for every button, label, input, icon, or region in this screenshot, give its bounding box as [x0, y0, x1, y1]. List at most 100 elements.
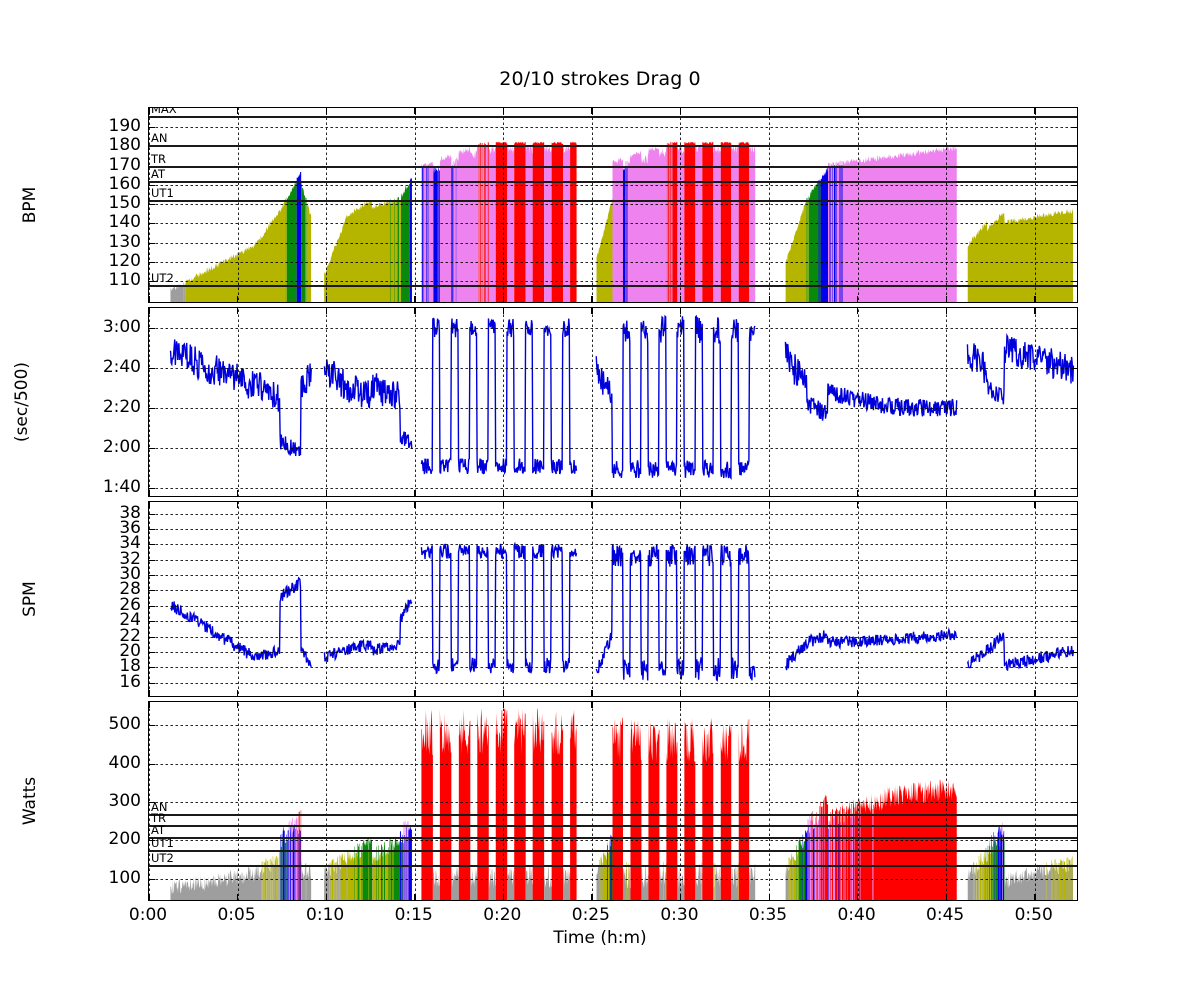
y-tick-label: 130 — [108, 231, 141, 252]
gridline-vertical — [149, 702, 150, 900]
x-tick-mark — [768, 108, 770, 114]
x-tick-mark — [945, 690, 947, 696]
gridline-horizontal — [149, 223, 1077, 224]
gridline-vertical — [326, 108, 328, 302]
gridline-vertical — [237, 308, 239, 496]
x-tick-mark — [149, 894, 150, 900]
x-tick-mark — [591, 296, 593, 302]
y-tick-label: 170 — [108, 154, 141, 175]
x-tick-mark — [945, 108, 947, 114]
y-tick-mark — [149, 447, 155, 449]
x-tick-label: 0:05 — [217, 905, 256, 925]
y-tick-label: 28 — [119, 579, 141, 600]
panel-watts-plot: AN TR AT UT1 UT2 — [149, 702, 1077, 900]
x-tick-mark — [237, 690, 239, 696]
x-tick-mark — [768, 296, 770, 302]
x-tick-mark — [857, 108, 859, 114]
y-axis-label-spm: SPM — [20, 581, 40, 617]
y-tick-mark — [1071, 559, 1077, 561]
zone-label-ut2: UT2 — [151, 271, 174, 285]
y-tick-mark — [1071, 222, 1077, 224]
x-tick-mark — [237, 894, 239, 900]
y-tick-mark — [1071, 543, 1077, 545]
x-tick-mark — [857, 296, 859, 302]
x-tick-mark — [945, 296, 947, 302]
y-tick-mark — [149, 528, 155, 530]
zone-label-an: AN — [151, 131, 168, 145]
y-tick-mark — [149, 184, 155, 186]
x-tick-mark — [1034, 308, 1036, 314]
x-tick-mark — [414, 894, 416, 900]
gridline-vertical — [769, 308, 770, 496]
x-tick-mark — [237, 490, 239, 496]
gridline-horizontal — [149, 368, 1077, 369]
zone-threshold-line-an — [149, 145, 1077, 147]
x-tick-mark — [1034, 894, 1036, 900]
gridline-vertical — [1034, 502, 1036, 696]
x-tick-mark — [502, 108, 505, 114]
y-tick-label: 2:20 — [102, 397, 141, 417]
x-tick-mark — [679, 490, 682, 496]
zone-threshold-line-at — [149, 837, 1077, 839]
zone-threshold-line-at — [149, 181, 1077, 183]
x-tick-mark — [679, 296, 682, 302]
y-tick-mark — [149, 327, 155, 329]
y-tick-mark — [1071, 620, 1077, 622]
zone-label-tr: TR — [151, 152, 167, 166]
zone-label-ut1: UT1 — [151, 836, 174, 850]
x-tick-label: 0:50 — [1014, 905, 1053, 925]
gridline-vertical — [503, 702, 505, 900]
gridline-vertical — [503, 502, 505, 696]
y-tick-mark — [1071, 651, 1077, 653]
gridline-vertical — [149, 108, 150, 302]
pace-line-series — [169, 314, 1075, 481]
x-tick-mark — [325, 894, 327, 900]
y-tick-mark — [1071, 487, 1077, 489]
gridline-vertical — [1034, 308, 1036, 496]
x-tick-mark — [591, 108, 593, 114]
x-tick-mark — [237, 296, 239, 302]
zone-label-at: AT — [151, 167, 165, 181]
y-tick-mark — [149, 280, 155, 282]
gridline-horizontal — [149, 725, 1077, 726]
x-tick-mark — [414, 490, 416, 496]
gridline-horizontal — [149, 683, 1077, 684]
y-tick-mark — [1071, 261, 1077, 263]
y-tick-mark — [149, 543, 155, 545]
y-tick-mark — [1071, 327, 1077, 329]
y-tick-label: 32 — [119, 548, 141, 569]
y-tick-mark — [149, 367, 155, 369]
y-tick-mark — [1071, 574, 1077, 576]
zone-label-ut2: UT2 — [151, 851, 174, 865]
zone-threshold-line-an — [149, 814, 1077, 816]
x-tick-mark — [414, 296, 416, 302]
x-tick-mark — [591, 702, 593, 708]
gridline-horizontal — [149, 637, 1077, 638]
y-tick-mark — [1071, 280, 1077, 282]
gridline-horizontal — [149, 560, 1077, 561]
gridline-horizontal — [149, 529, 1077, 530]
gridline-horizontal — [149, 652, 1077, 653]
x-tick-label: 0:40 — [837, 905, 876, 925]
x-tick-mark — [414, 702, 416, 708]
gridline-horizontal — [149, 802, 1077, 803]
y-tick-mark — [1071, 839, 1077, 841]
gridline-horizontal — [149, 488, 1077, 489]
x-tick-mark — [1034, 502, 1036, 508]
y-tick-mark — [149, 763, 155, 765]
gridline-horizontal — [149, 328, 1077, 329]
gridline-vertical — [237, 502, 239, 696]
gridline-vertical — [680, 308, 682, 496]
gridline-vertical — [769, 502, 770, 696]
x-tick-mark — [237, 308, 239, 314]
y-tick-label: 22 — [119, 625, 141, 646]
x-tick-mark — [325, 490, 327, 496]
x-tick-mark — [237, 702, 239, 708]
x-tick-mark — [591, 502, 593, 508]
gridline-vertical — [591, 108, 593, 302]
gridline-vertical — [591, 502, 593, 696]
y-tick-mark — [1071, 878, 1077, 880]
x-tick-mark — [149, 490, 150, 496]
y-tick-label: 200 — [108, 829, 141, 850]
y-tick-mark — [149, 636, 155, 638]
